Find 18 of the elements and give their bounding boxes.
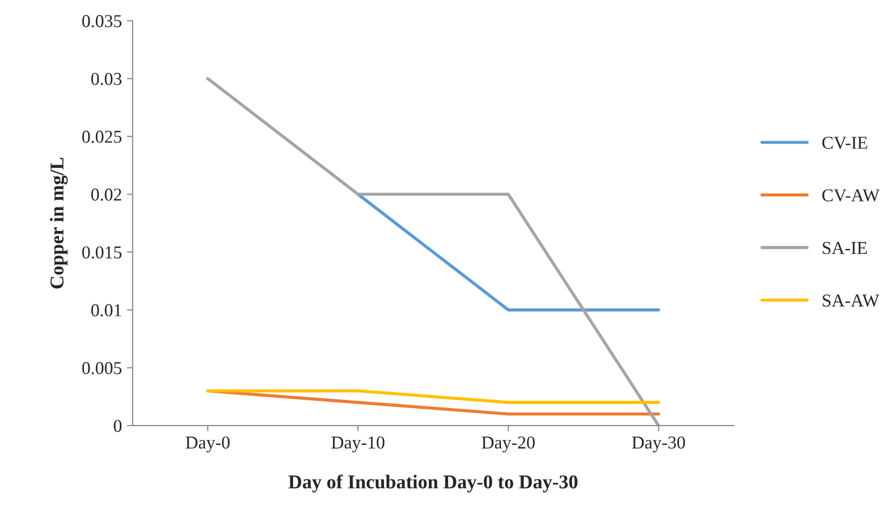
y-tick-label: 0.02 bbox=[91, 188, 122, 201]
x-tick-label: Day-10 bbox=[331, 436, 384, 452]
y-tick-label: 0 bbox=[114, 420, 122, 432]
legend-label: SA-AW bbox=[822, 294, 880, 307]
x-tick-label: Day-0 bbox=[186, 436, 230, 452]
y-tick-label: 0.015 bbox=[82, 246, 122, 259]
legend-label: SA-IE bbox=[822, 242, 867, 254]
y-tick-label: 0.025 bbox=[82, 130, 122, 143]
y-tick-label: 0.01 bbox=[91, 304, 122, 316]
x-tick-label: Day-30 bbox=[632, 436, 685, 452]
x-axis-title: Day of Incubation Day-0 to Day-30 bbox=[288, 474, 578, 492]
y-axis-title: Copper in mg/L bbox=[50, 158, 68, 288]
y-tick-label: 0.03 bbox=[91, 72, 122, 86]
y-tick-label: 0.035 bbox=[82, 15, 122, 28]
legend-label: CV-IE bbox=[822, 136, 868, 149]
legend-label: CV-AW bbox=[822, 189, 880, 202]
y-tick-label: 0.005 bbox=[82, 362, 122, 374]
x-tick-label: Day-20 bbox=[482, 436, 535, 452]
